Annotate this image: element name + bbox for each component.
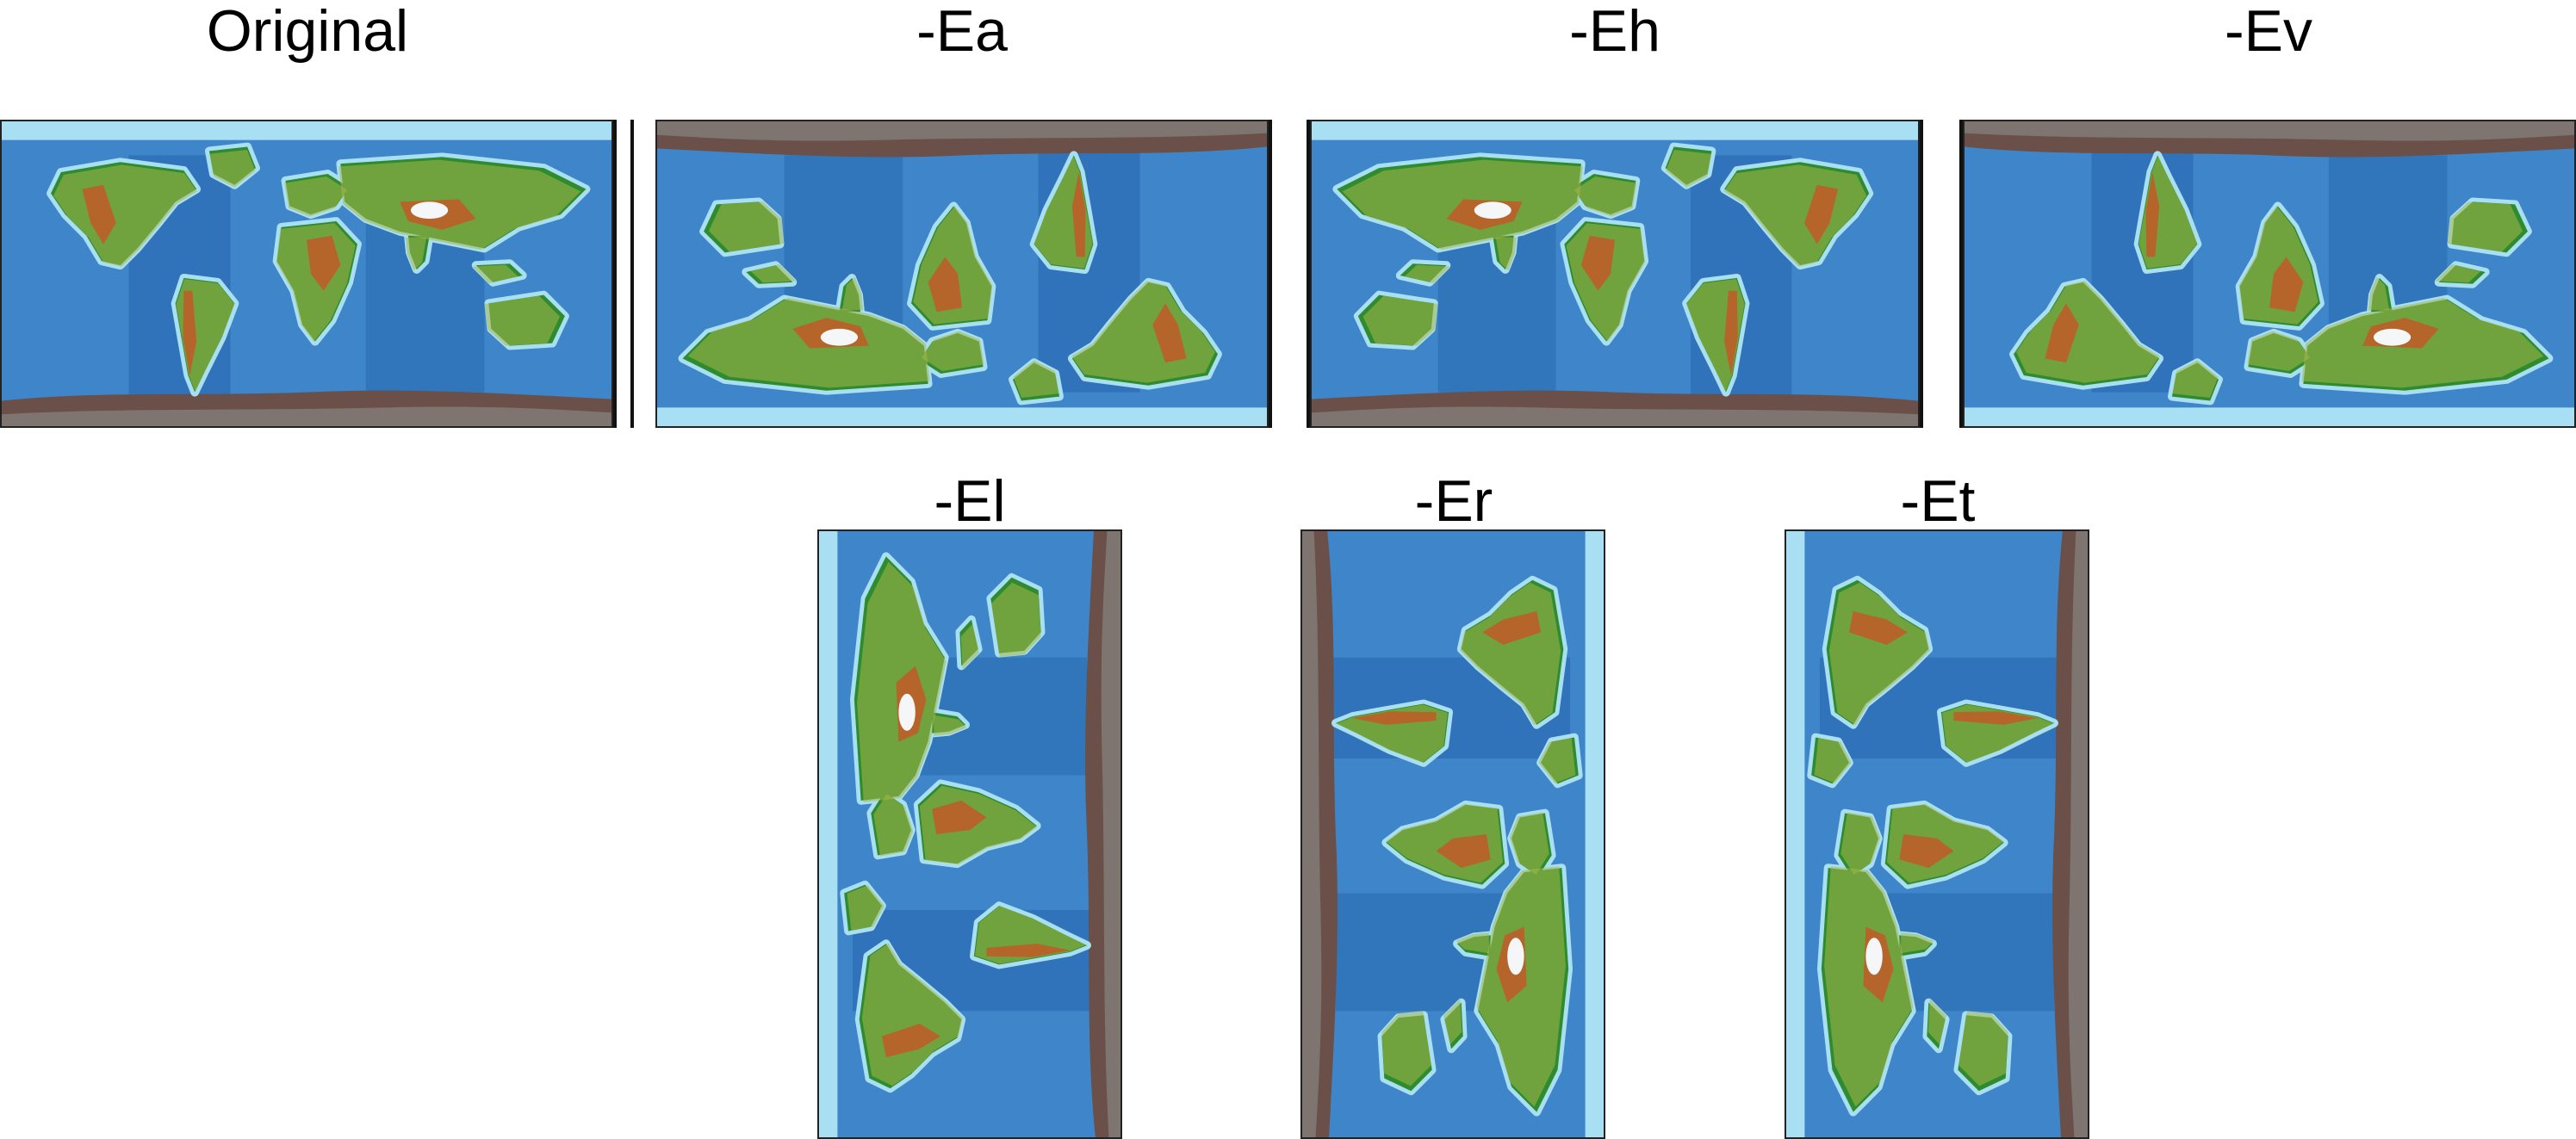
continent-mid <box>472 264 518 283</box>
mountain-range <box>1482 610 1542 645</box>
mountain-range <box>2045 303 2079 363</box>
map-original <box>0 120 613 428</box>
continent-mid <box>1927 999 1946 1045</box>
mountain-range <box>932 800 987 834</box>
label-eh: -Eh <box>1569 0 1660 64</box>
plateau-ice <box>1507 938 1524 975</box>
mountain-range <box>183 290 197 375</box>
mountain-range <box>1724 290 1738 375</box>
label-et: -Et <box>1900 468 1976 534</box>
continent-mid <box>841 276 864 311</box>
continent-mid <box>209 149 256 188</box>
antarctica-ice <box>1965 121 2574 141</box>
continent-mid <box>2368 276 2390 311</box>
mountain-range <box>928 257 962 313</box>
ocean-deep-band <box>1335 893 1504 1012</box>
arctic-shelf <box>1585 531 1604 1137</box>
antarctica-ice <box>1312 406 1918 426</box>
plateau-ice <box>410 201 449 220</box>
continent-mid <box>1495 237 1517 271</box>
antarctica-ice <box>2 406 611 426</box>
continent-mid <box>2435 264 2481 283</box>
continent-mid <box>708 201 785 252</box>
continent-mid <box>2247 331 2311 372</box>
plateau-ice <box>2373 328 2412 346</box>
mountain-range <box>2145 172 2160 257</box>
mountain-range <box>1071 172 1086 257</box>
map-eh <box>1310 120 1920 428</box>
continent-mid <box>284 176 348 217</box>
arctic-shelf <box>1965 407 2574 426</box>
mountain-range <box>2269 257 2304 313</box>
continent-mid <box>873 794 914 857</box>
continent-mid <box>991 582 1041 658</box>
continent-mid <box>2447 201 2523 252</box>
label-original: Original <box>206 0 409 64</box>
label-er: -Er <box>1414 468 1493 534</box>
continent-mid <box>847 885 885 932</box>
label-ev: -Ev <box>2225 0 2312 64</box>
continent-mid <box>750 264 797 283</box>
mountain-range <box>986 944 1071 957</box>
ocean-deep-band <box>1886 893 2055 1012</box>
mountain-range <box>1804 184 1839 245</box>
mountain-range <box>82 184 116 245</box>
panel-separator <box>1920 120 1963 428</box>
continent-mid <box>1509 812 1549 875</box>
map-el <box>817 529 1122 1139</box>
map-er <box>1300 529 1605 1139</box>
panel-separator <box>613 120 634 428</box>
mountain-range <box>1953 711 2038 725</box>
mountain-range <box>1899 834 1954 869</box>
arctic-shelf <box>1786 531 1805 1137</box>
continent-mid <box>1456 932 1489 954</box>
mountain-range <box>1580 235 1615 291</box>
mountain-range <box>1152 303 1187 363</box>
arctic-shelf <box>819 531 838 1137</box>
mountain-range <box>881 1024 940 1058</box>
continent-mid <box>1840 812 1881 875</box>
continent-mid <box>1381 1011 1431 1086</box>
continent-mid <box>484 295 561 346</box>
label-el: -El <box>934 468 1006 534</box>
plateau-ice <box>1474 201 1511 220</box>
panel-separator <box>1269 120 1310 428</box>
continent-mid <box>1666 149 1712 188</box>
map-et <box>1785 529 2089 1139</box>
mountain-range <box>1848 610 1908 645</box>
plateau-ice <box>1865 938 1883 975</box>
continent-mid <box>405 237 427 271</box>
plateau-ice <box>898 693 916 731</box>
arctic-shelf <box>1312 121 1918 140</box>
antarctica-ice <box>2068 531 2088 1137</box>
continent-mid <box>1404 264 1450 283</box>
continent-mid <box>960 623 979 670</box>
arctic-shelf <box>657 407 1267 426</box>
mountain-range <box>307 235 341 291</box>
continent-mid <box>934 715 967 736</box>
map-ev <box>1963 120 2576 428</box>
continent-mid <box>2172 360 2219 399</box>
continent-mid <box>1443 999 1462 1045</box>
continent-mid <box>1814 737 1852 783</box>
antarctica-ice <box>1302 531 1322 1137</box>
continent-mid <box>1538 737 1576 783</box>
antarctica-ice <box>657 121 1267 141</box>
mountain-range <box>1436 834 1491 869</box>
label-ea: -Ea <box>916 0 1008 64</box>
arctic-shelf <box>2 121 611 140</box>
plateau-ice <box>820 328 859 346</box>
mountain-range <box>1352 711 1437 725</box>
continent-mid <box>1901 932 1934 954</box>
continent-mid <box>921 331 984 372</box>
antarctica-ice <box>1101 531 1120 1137</box>
map-ea <box>655 120 1269 428</box>
continent-mid <box>1958 1011 2008 1086</box>
ocean-deep-band <box>919 657 1088 776</box>
continent-mid <box>1574 176 1637 217</box>
continent-mid <box>1013 360 1059 399</box>
continent-mid <box>1362 295 1438 346</box>
